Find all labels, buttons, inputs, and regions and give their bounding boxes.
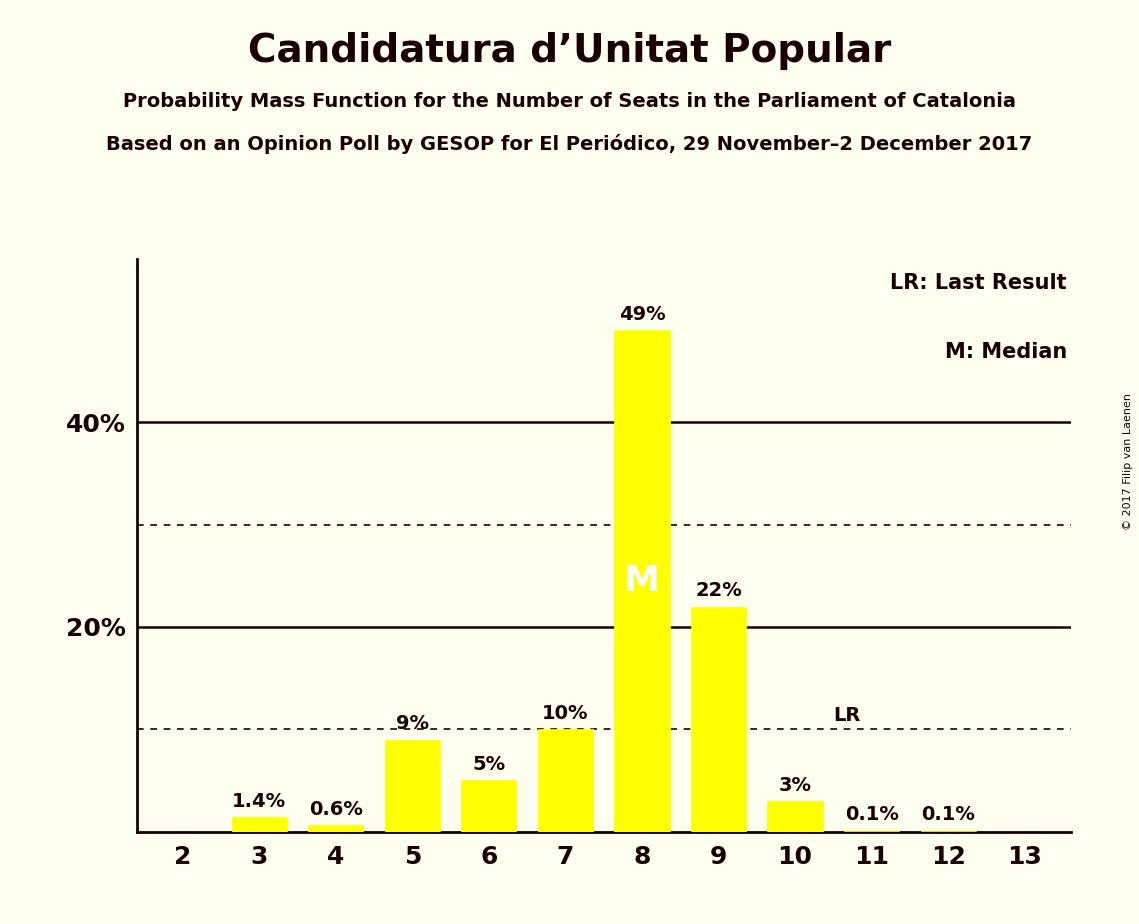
Text: © 2017 Filip van Laenen: © 2017 Filip van Laenen <box>1123 394 1133 530</box>
Text: LR: Last Result: LR: Last Result <box>891 274 1067 293</box>
Text: Probability Mass Function for the Number of Seats in the Parliament of Catalonia: Probability Mass Function for the Number… <box>123 92 1016 112</box>
Bar <box>844 831 899 832</box>
Text: 0.1%: 0.1% <box>921 806 975 824</box>
Bar <box>309 825 363 832</box>
Text: 0.1%: 0.1% <box>845 806 899 824</box>
Bar <box>920 831 976 832</box>
Text: M: M <box>624 564 659 598</box>
Text: 9%: 9% <box>395 714 428 734</box>
Text: LR: LR <box>834 706 861 725</box>
Text: 1.4%: 1.4% <box>232 792 286 811</box>
Text: 49%: 49% <box>618 305 665 324</box>
Text: 0.6%: 0.6% <box>309 800 362 820</box>
Text: 10%: 10% <box>542 704 589 723</box>
Text: 5%: 5% <box>473 755 506 774</box>
Text: Candidatura d’Unitat Popular: Candidatura d’Unitat Popular <box>248 32 891 70</box>
Bar <box>614 331 670 832</box>
Bar <box>538 729 593 832</box>
Text: 22%: 22% <box>695 581 741 601</box>
Text: 3%: 3% <box>779 776 812 795</box>
Bar <box>385 739 440 832</box>
Text: Based on an Opinion Poll by GESOP for El Periódico, 29 November–2 December 2017: Based on an Opinion Poll by GESOP for El… <box>106 134 1033 154</box>
Bar <box>768 801 822 832</box>
Bar <box>691 606 746 832</box>
Bar <box>461 781 516 832</box>
Bar <box>231 817 287 832</box>
Text: M: Median: M: Median <box>944 342 1067 362</box>
